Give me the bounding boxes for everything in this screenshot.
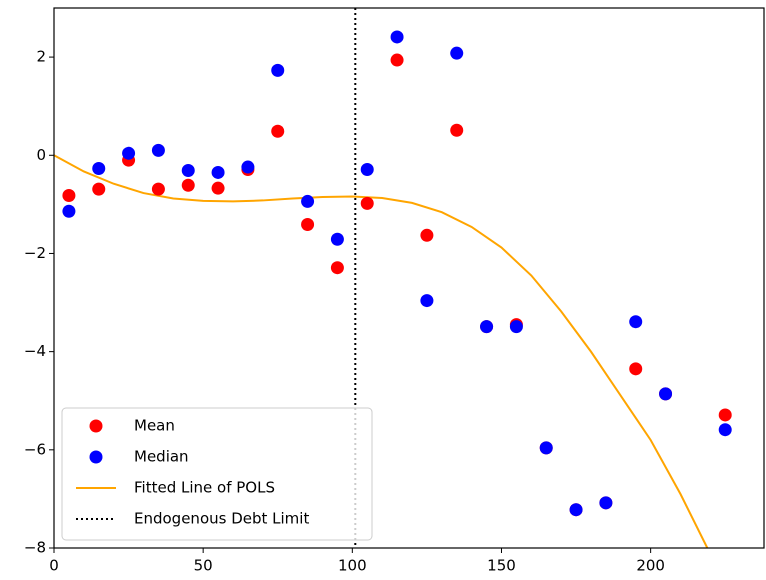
point [450, 123, 464, 137]
point [539, 441, 553, 455]
point [271, 63, 285, 77]
legend-label: Median [134, 448, 189, 466]
legend-label: Fitted Line of POLS [134, 479, 275, 497]
point [181, 163, 195, 177]
point [241, 160, 255, 174]
y-tick-label: −2 [24, 244, 46, 262]
legend-label: Endogenous Debt Limit [134, 510, 309, 528]
legend-label: Mean [134, 417, 175, 435]
point [659, 387, 673, 401]
point [122, 146, 136, 160]
point [509, 320, 523, 334]
point [450, 46, 464, 60]
legend-marker [89, 419, 103, 433]
y-tick-label: −4 [24, 342, 46, 360]
point [629, 315, 643, 329]
point [718, 423, 732, 437]
point [301, 194, 315, 208]
point [181, 178, 195, 192]
plot-frame [53, 7, 765, 549]
point [330, 232, 344, 246]
point [92, 162, 106, 176]
x-tick-label: 200 [636, 557, 665, 575]
plot-area [54, 8, 732, 548]
point [330, 261, 344, 275]
legend: Mean Median Fitted Line of POLS Endogenous … [61, 407, 373, 541]
point [92, 182, 106, 196]
point [151, 143, 165, 157]
point [420, 228, 434, 242]
legend-marker [89, 450, 103, 464]
point [62, 204, 76, 218]
fitted-line [54, 154, 709, 548]
x-tick-label: 150 [487, 557, 516, 575]
point [301, 217, 315, 231]
point [420, 294, 434, 308]
point [271, 124, 285, 138]
point [390, 53, 404, 67]
x-tick-label: 0 [49, 557, 59, 575]
point [151, 182, 165, 196]
y-tick-label: −8 [24, 539, 46, 557]
point [211, 165, 225, 179]
legend-box [61, 407, 373, 541]
point [629, 362, 643, 376]
x-tick-label: 100 [338, 557, 367, 575]
y-tick-label: 0 [36, 146, 46, 164]
y-tick-label: 2 [36, 48, 46, 66]
point [62, 189, 76, 203]
y-tick-label: −6 [24, 440, 46, 458]
point [599, 496, 613, 510]
point [360, 163, 374, 177]
point [390, 30, 404, 44]
point [480, 320, 494, 334]
point [211, 181, 225, 195]
x-tick-label: 50 [194, 557, 213, 575]
point [718, 408, 732, 422]
point [360, 196, 374, 210]
point [569, 503, 583, 517]
